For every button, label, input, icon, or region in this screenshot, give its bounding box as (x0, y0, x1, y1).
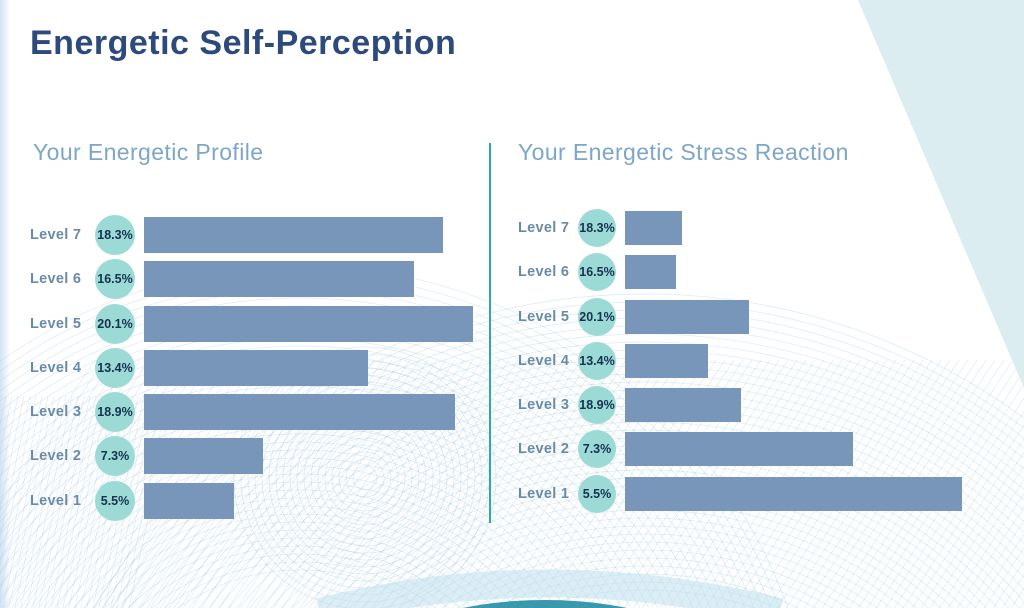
bar (144, 349, 368, 386)
percent-badge: 16.5% (578, 253, 616, 292)
percent-badge: 13.4% (95, 347, 135, 388)
level-label: Level 6 (30, 271, 82, 288)
percent-badge: 18.9% (578, 386, 616, 425)
percent-badge: 18.3% (95, 215, 135, 255)
level-label: Level 7 (30, 227, 82, 243)
chart-row: Level 4 13.4% (518, 341, 962, 380)
level-label: Level 6 (518, 264, 570, 281)
level-label: Level 4 (30, 359, 82, 376)
percent-badge: 20.1% (95, 303, 135, 344)
bar (625, 476, 962, 511)
level-label: Level 1 (30, 492, 82, 509)
percent-badge: 18.3% (578, 209, 616, 247)
chart-row: Level 6 16.5% (30, 259, 473, 300)
level-label: Level 5 (518, 308, 570, 325)
chart-row: Level 2 7.3% (30, 436, 473, 477)
chart-subtitle-stress: Your Energetic Stress Reaction (518, 139, 849, 165)
vertical-divider (489, 143, 491, 523)
page-title: Energetic Self-Perception (30, 24, 457, 62)
chart-row: Level 7 18.3% (30, 215, 473, 255)
chart-row: Level 5 20.1% (30, 303, 473, 344)
bar (625, 388, 741, 423)
level-label: Level 2 (30, 448, 82, 465)
bar (625, 255, 676, 290)
level-label: Level 4 (518, 352, 570, 369)
percent-badge: 5.5% (95, 480, 135, 521)
chart-row: Level 1 5.5% (518, 474, 962, 513)
chart-row: Level 3 18.9% (30, 392, 473, 433)
percent-badge: 16.5% (95, 259, 135, 300)
chart-row: Level 7 18.3% (518, 209, 962, 247)
level-label: Level 7 (518, 220, 570, 236)
chart-subtitle-profile: Your Energetic Profile (33, 139, 264, 165)
percent-badge: 13.4% (578, 341, 616, 380)
bar (144, 305, 473, 342)
level-label: Level 2 (518, 441, 570, 458)
bar (625, 299, 749, 334)
level-label: Level 3 (30, 404, 82, 421)
chart-row: Level 2 7.3% (518, 430, 962, 469)
bar (144, 482, 234, 519)
percent-badge: 5.5% (578, 474, 616, 513)
chart-row: Level 1 5.5% (30, 480, 473, 521)
percent-badge: 18.9% (95, 392, 135, 433)
chart-rows-profile: Level 7 18.3% Level 6 16.5% Level 5 20.1… (30, 215, 473, 521)
chart-row: Level 6 16.5% (518, 253, 962, 292)
chart-row: Level 4 13.4% (30, 347, 473, 388)
bar (144, 261, 414, 298)
bar (144, 394, 455, 431)
level-label: Level 3 (518, 397, 570, 414)
percent-badge: 20.1% (578, 297, 616, 336)
bar (625, 343, 708, 378)
chart-row: Level 3 18.9% (518, 386, 962, 425)
chart-row: Level 5 20.1% (518, 297, 962, 336)
bar (144, 438, 263, 475)
bar (144, 217, 443, 253)
level-label: Level 5 (30, 315, 82, 332)
chart-rows-stress: Level 7 18.3% Level 6 16.5% Level 5 20.1… (518, 209, 962, 513)
bar (625, 432, 853, 467)
percent-badge: 7.3% (578, 430, 616, 469)
percent-badge: 7.3% (95, 436, 135, 477)
bar (625, 211, 682, 245)
level-label: Level 1 (518, 485, 570, 502)
